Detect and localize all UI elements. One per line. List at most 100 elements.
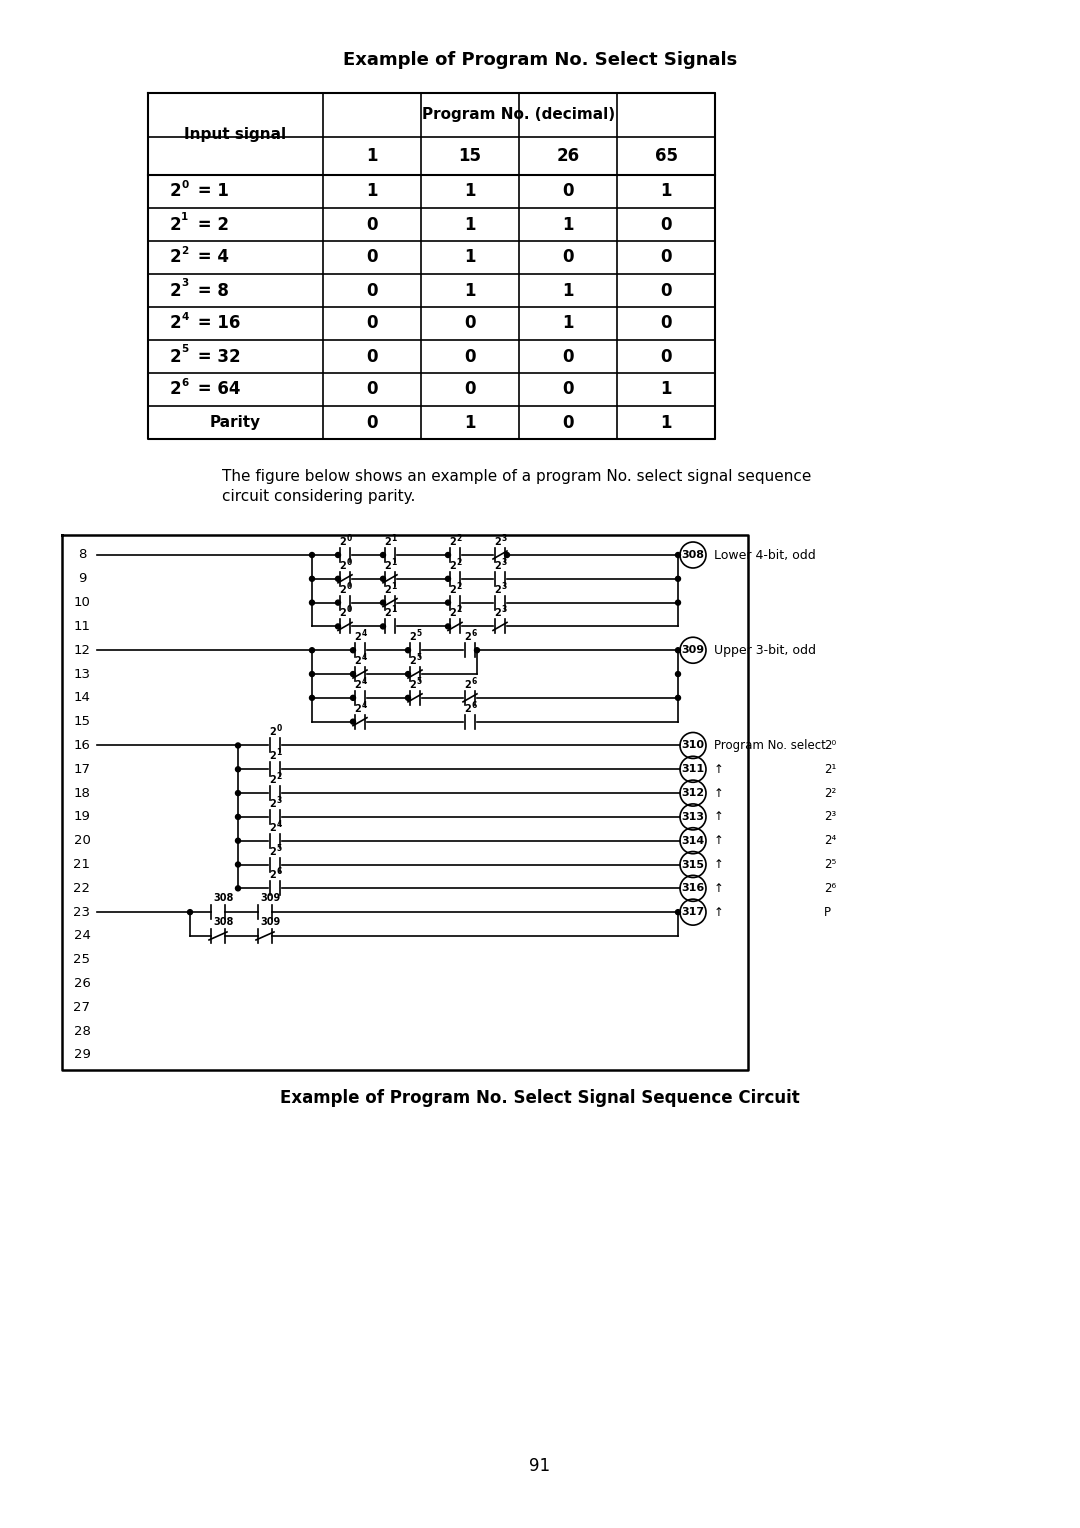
Text: 1: 1 (660, 380, 672, 399)
Text: = 1: = 1 (192, 182, 229, 200)
Text: = 8: = 8 (192, 281, 229, 299)
Text: 18: 18 (73, 787, 91, 799)
Text: 21: 21 (73, 859, 91, 871)
Text: 1: 1 (391, 533, 396, 542)
Text: 1: 1 (391, 582, 396, 591)
Text: 2: 2 (384, 536, 391, 547)
Text: 0: 0 (347, 533, 352, 542)
Text: = 4: = 4 (192, 249, 229, 266)
Text: 1: 1 (563, 315, 573, 333)
Text: 2: 2 (270, 847, 276, 857)
Text: 0: 0 (366, 380, 378, 399)
Text: 0: 0 (563, 380, 573, 399)
Text: 2⁵: 2⁵ (824, 859, 836, 871)
Circle shape (336, 553, 340, 558)
Text: ↑: ↑ (714, 787, 724, 799)
Text: 5: 5 (276, 843, 282, 853)
Text: Parity: Parity (210, 416, 261, 429)
Text: 65: 65 (654, 147, 677, 165)
Text: 1: 1 (366, 147, 378, 165)
Text: 4: 4 (181, 312, 188, 321)
Text: 2: 2 (464, 704, 471, 714)
Text: ↑: ↑ (714, 859, 724, 871)
Text: 15: 15 (459, 147, 482, 165)
Text: 1: 1 (181, 212, 188, 223)
Text: 2: 2 (384, 561, 391, 571)
Text: 315: 315 (681, 860, 704, 869)
Text: 2⁴: 2⁴ (824, 834, 836, 847)
Text: 2: 2 (170, 249, 181, 266)
Text: 3: 3 (501, 533, 507, 542)
Circle shape (336, 576, 340, 581)
Text: 19: 19 (73, 810, 91, 824)
Text: 0: 0 (366, 347, 378, 365)
Text: 308: 308 (681, 550, 704, 559)
Text: 2⁰: 2⁰ (824, 740, 836, 752)
Text: 1: 1 (660, 182, 672, 200)
Circle shape (446, 623, 450, 630)
Text: 2: 2 (354, 633, 362, 642)
Text: 2⁶: 2⁶ (824, 882, 836, 895)
Text: 14: 14 (73, 691, 91, 704)
Text: 2: 2 (181, 246, 188, 255)
Text: 28: 28 (73, 1025, 91, 1038)
Circle shape (235, 862, 241, 866)
Text: 314: 314 (681, 836, 704, 845)
Circle shape (675, 671, 680, 677)
Text: 4: 4 (276, 819, 282, 828)
Text: 2: 2 (457, 533, 461, 542)
Text: 2: 2 (170, 215, 181, 234)
Text: 2: 2 (449, 536, 457, 547)
Text: ↑: ↑ (714, 882, 724, 895)
Text: 2: 2 (270, 775, 276, 785)
Text: 12: 12 (73, 643, 91, 657)
Text: 0: 0 (563, 414, 573, 431)
Text: 309: 309 (260, 894, 280, 903)
Text: 2: 2 (495, 561, 501, 571)
Text: 1: 1 (660, 414, 672, 431)
Text: 2: 2 (384, 585, 391, 594)
Text: 0: 0 (366, 249, 378, 266)
Text: 1: 1 (391, 558, 396, 567)
Circle shape (446, 553, 450, 558)
Text: 1: 1 (464, 182, 476, 200)
Text: 2¹: 2¹ (824, 762, 836, 776)
Circle shape (336, 623, 340, 630)
Text: 309: 309 (260, 917, 280, 927)
Text: 2: 2 (409, 656, 417, 666)
Text: 2: 2 (270, 752, 276, 761)
Text: 2: 2 (339, 561, 347, 571)
Circle shape (310, 601, 314, 605)
Text: 22: 22 (73, 882, 91, 895)
Text: 1: 1 (464, 215, 476, 234)
Text: 311: 311 (681, 764, 704, 775)
Text: 0: 0 (464, 380, 476, 399)
Circle shape (336, 601, 340, 605)
Text: 2: 2 (170, 281, 181, 299)
Text: 2: 2 (170, 347, 181, 365)
Text: 1: 1 (391, 605, 396, 614)
Circle shape (310, 576, 314, 581)
Text: 2: 2 (495, 585, 501, 594)
Text: 4: 4 (362, 630, 366, 639)
Text: 0: 0 (276, 724, 282, 733)
Text: 2: 2 (384, 608, 391, 619)
Circle shape (675, 909, 680, 915)
Text: 2: 2 (449, 585, 457, 594)
Text: 2: 2 (464, 633, 471, 642)
Circle shape (675, 601, 680, 605)
Text: 6: 6 (181, 377, 188, 388)
Circle shape (380, 623, 386, 630)
Text: 2: 2 (457, 605, 461, 614)
Text: P: P (824, 906, 831, 918)
Text: 0: 0 (347, 582, 352, 591)
Text: 2: 2 (270, 799, 276, 808)
Text: 2: 2 (495, 608, 501, 619)
Text: 11: 11 (73, 620, 91, 633)
Text: 5: 5 (417, 677, 421, 686)
Text: 2: 2 (449, 561, 457, 571)
Text: The figure below shows an example of a program No. select signal sequence: The figure below shows an example of a p… (222, 469, 811, 484)
Text: 0: 0 (181, 179, 188, 189)
Text: ↑: ↑ (714, 762, 724, 776)
Text: 1: 1 (366, 182, 378, 200)
